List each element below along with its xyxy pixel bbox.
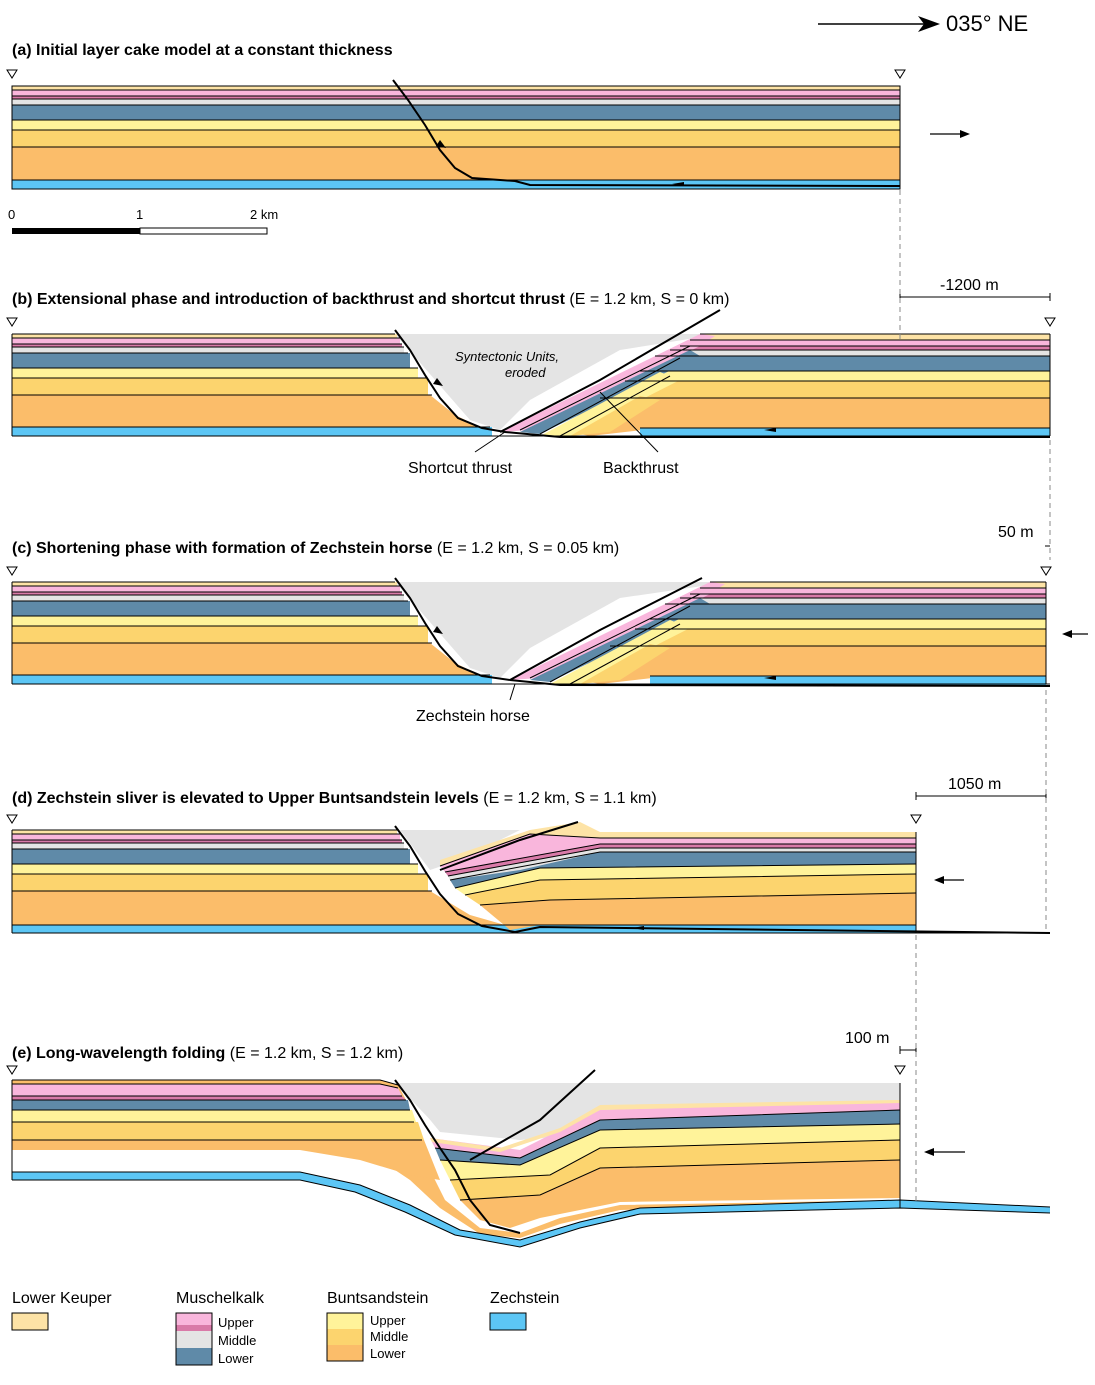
syntectonic-label-line2: eroded	[505, 365, 546, 380]
shortening-arrow-icon	[924, 1148, 934, 1156]
legend-buntsandstein-lower-label: Lower	[370, 1346, 406, 1361]
measurement-d: 1050 m	[948, 776, 1001, 793]
legend-muschelkalk-lower-label: Lower	[218, 1351, 254, 1366]
pin-marker-icon	[6, 69, 18, 79]
legend-lower-keuper-label: Lower Keuper	[12, 1290, 112, 1307]
panel-d: (d) Zechstein sliver is elevated to Uppe…	[6, 776, 1051, 934]
panel-d-section	[6, 814, 1051, 934]
panel-b-measure: -1200 m	[899, 277, 1051, 301]
backthrust-label: Backthrust	[603, 460, 679, 477]
legend-buntsandstein-middle-label: Middle	[370, 1329, 408, 1344]
panel-d-measure: 1050 m	[915, 776, 1047, 800]
arrowhead-icon	[918, 16, 940, 32]
scale-bar: 0 1 2 km	[8, 207, 278, 235]
pin-marker-icon	[6, 317, 18, 327]
panel-b: (b) Extensional phase and introduction o…	[6, 277, 1056, 477]
legend-muschelkalk-upper-swatch	[176, 1313, 212, 1325]
slip-arrow-icon	[433, 626, 443, 634]
direction-label: 035° NE	[946, 11, 1028, 36]
pin-marker-icon	[894, 1065, 906, 1075]
panel-a: (a) Initial layer cake model at a consta…	[6, 42, 970, 235]
legend-muschelkalk-middle-swatch	[176, 1331, 212, 1348]
slip-arrow-icon	[764, 428, 776, 432]
shortening-arrow-icon	[1062, 630, 1072, 638]
panel-e-title: (e) Long-wavelength folding (E = 1.2 km,…	[12, 1045, 403, 1062]
measurement-c: 50 m	[998, 524, 1034, 541]
shortcut-thrust-label: Shortcut thrust	[408, 460, 513, 477]
panel-e-measure: 100 m	[845, 1030, 917, 1054]
legend-buntsandstein-lower-swatch	[327, 1345, 363, 1361]
panel-e-section	[6, 1065, 1051, 1248]
panel-c: (c) Shortening phase with formation of Z…	[6, 524, 1088, 725]
legend-muschelkalk-lower-swatch	[176, 1348, 212, 1365]
panel-c-title: (c) Shortening phase with formation of Z…	[12, 540, 619, 557]
slip-arrow-icon	[433, 378, 443, 386]
panel-a-section	[6, 69, 970, 190]
reference-lines	[899, 190, 1051, 1205]
legend-muschelkalk-upper-label: Upper	[218, 1315, 254, 1330]
scale-tick-2: 2 km	[250, 207, 278, 222]
panel-a-title: (a) Initial layer cake model at a consta…	[12, 42, 393, 59]
legend-buntsandstein-upper-swatch	[327, 1313, 363, 1329]
slip-arrow-icon	[764, 676, 776, 680]
measurement-e: 100 m	[845, 1030, 889, 1047]
legend-zechstein-swatch	[489, 1312, 527, 1331]
pin-marker-icon	[6, 814, 18, 824]
panel-b-section: Syntectonic Units, eroded Shortcut thrus…	[6, 309, 1056, 477]
pin-marker-icon	[894, 69, 906, 79]
legend-lower-keuper-swatch	[11, 1312, 49, 1331]
direction-indicator: 035° NE	[818, 11, 1028, 36]
legend-buntsandstein-label: Buntsandstein	[327, 1290, 428, 1307]
panel-e: (e) Long-wavelength folding (E = 1.2 km,…	[6, 1030, 1051, 1248]
legend-muschelkalk-label: Muschelkalk	[176, 1290, 265, 1307]
pin-marker-icon	[6, 1065, 18, 1075]
panel-d-title: (d) Zechstein sliver is elevated to Uppe…	[12, 790, 657, 807]
measurement-b: -1200 m	[940, 277, 999, 294]
legend-buntsandstein-upper-label: Upper	[370, 1313, 406, 1328]
pin-marker-icon	[1044, 317, 1056, 327]
slip-arrow-icon	[632, 926, 644, 930]
legend-muschelkalk-upper-dark-swatch	[176, 1325, 212, 1331]
legend-muschelkalk-middle-label: Middle	[218, 1333, 256, 1348]
scale-tick-0: 0	[8, 207, 15, 222]
panel-b-title: (b) Extensional phase and introduction o…	[12, 291, 729, 308]
slip-arrow-icon	[436, 140, 446, 148]
extension-arrow-icon	[960, 130, 970, 138]
pin-marker-icon	[6, 566, 18, 576]
scale-tick-1: 1	[136, 207, 143, 222]
shortening-arrow-icon	[934, 876, 944, 884]
pin-marker-icon	[910, 814, 922, 824]
zechstein-horse-label: Zechstein horse	[416, 708, 530, 725]
legend-buntsandstein-middle-swatch	[327, 1329, 363, 1345]
panel-c-measure: 50 m	[998, 524, 1050, 547]
slip-arrow-icon	[672, 182, 684, 186]
panel-c-section: Zechstein horse	[6, 566, 1088, 725]
legend: Lower Keuper Muschelkalk Upper Middle Lo…	[11, 1290, 559, 1366]
syntectonic-label-line1: Syntectonic Units,	[455, 349, 559, 364]
pin-marker-icon	[1040, 566, 1052, 576]
legend-zechstein-label: Zechstein	[490, 1290, 559, 1307]
